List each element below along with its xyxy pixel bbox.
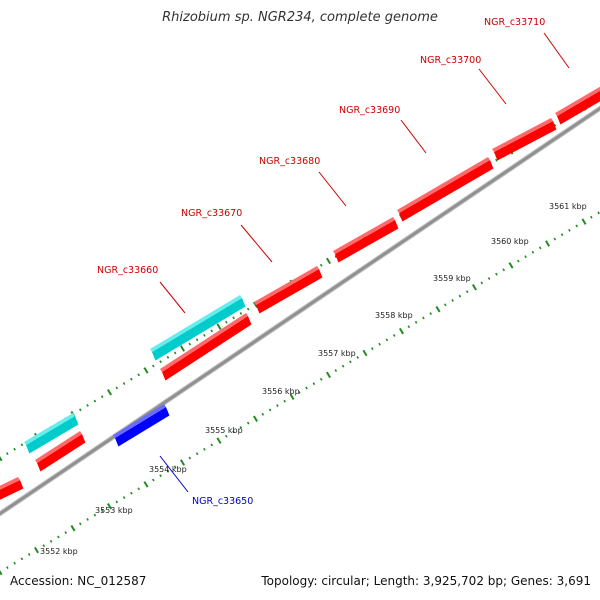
rna-feature (24, 413, 79, 454)
genome-summary: Topology: circular; Length: 3,925,702 bp… (261, 574, 591, 588)
kbp-tick-label: 3556 kbp (262, 387, 300, 396)
kbp-tick-label: 3561 kbp (549, 202, 587, 211)
label-leader-line (400, 119, 427, 154)
gene-feature (492, 118, 557, 161)
gene-label: NGR_c33700 (420, 55, 481, 66)
label-leaders (159, 32, 570, 493)
gene-feature (113, 404, 170, 447)
inner-tick-row (0, 211, 600, 576)
label-leader-line (240, 224, 273, 263)
gene-features (0, 86, 600, 500)
label-leader-line (159, 281, 186, 314)
gene-feature (333, 217, 399, 263)
map-title: Rhizobium sp. NGR234, complete genome (162, 10, 438, 25)
gene-feature (254, 266, 323, 314)
gene-feature (397, 157, 494, 222)
kbp-tick-label: 3560 kbp (491, 237, 529, 246)
kbp-tick-label: 3554 kbp (149, 465, 187, 474)
kbp-tick-label: 3558 kbp (375, 311, 413, 320)
rna-feature (150, 295, 246, 361)
label-leader-line (159, 455, 189, 493)
gene-feature (0, 477, 24, 500)
kbp-tick-label: 3552 kbp (40, 547, 78, 556)
gene-label: NGR_c33660 (97, 265, 158, 276)
gene-label: NGR_c33710 (484, 17, 545, 28)
backbone-line (0, 106, 600, 516)
gene-label: NGR_c33680 (259, 156, 320, 167)
labels: 3552 kbp 3553 kbp 3554 kbp 3555 kbp 3556 kbp… (40, 17, 587, 556)
gene-feature (555, 86, 600, 125)
kbp-tick-label: 3559 kbp (433, 274, 471, 283)
accession-label: Accession: NC_012587 (10, 574, 147, 588)
label-leader-line (478, 68, 507, 105)
kbp-tick-label: 3557 kbp (318, 349, 356, 358)
genome-backbone (0, 105, 600, 517)
kbp-tick-label: 3555 kbp (205, 426, 243, 435)
gene-label: NGR_c33650 (192, 496, 253, 507)
gene-feature (160, 313, 252, 381)
label-leader-line (543, 32, 570, 69)
label-leader-line (318, 171, 347, 207)
gene-feature (35, 431, 86, 472)
gene-label: NGR_c33670 (181, 208, 242, 219)
gene-label: NGR_c33690 (339, 105, 400, 116)
kbp-tick-label: 3553 kbp (95, 506, 133, 515)
tick-marks (0, 97, 600, 576)
